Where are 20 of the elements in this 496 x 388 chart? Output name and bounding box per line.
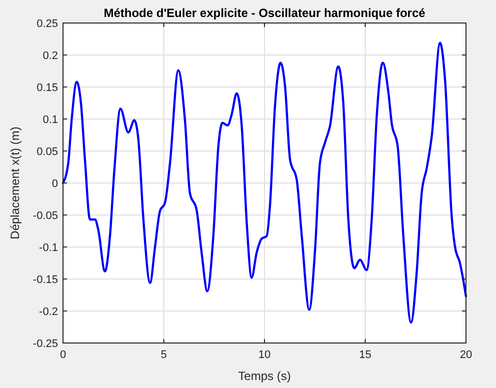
y-tick-label: 0.05 (36, 146, 58, 158)
y-tick-label: 0.15 (36, 82, 58, 94)
y-tick-label: 0.1 (42, 114, 58, 126)
y-tick-label: -0.1 (39, 242, 58, 254)
y-tick-label: 0.25 (36, 18, 58, 30)
x-tick-label: 20 (460, 349, 472, 361)
y-tick-label: 0 (52, 178, 58, 190)
y-tick-label: 0.2 (42, 50, 58, 62)
x-tick-label: 0 (60, 349, 66, 361)
y-tick-label: -0.2 (39, 306, 58, 318)
x-tick-label: 15 (359, 349, 372, 361)
x-axis-title: Temps (s) (238, 369, 291, 383)
x-tick-label: 10 (258, 349, 271, 361)
y-tick-label: -0.15 (32, 274, 58, 286)
y-tick-label: -0.05 (32, 210, 58, 222)
x-tick-label: 5 (160, 349, 167, 361)
y-tick-label: -0.25 (32, 338, 58, 350)
y-axis-title: Déplacement x(t) (m) (8, 126, 22, 240)
line-series (62, 42, 468, 324)
chart-title: Méthode d'Euler explicite - Oscillateur harmonique forcé (104, 6, 426, 20)
